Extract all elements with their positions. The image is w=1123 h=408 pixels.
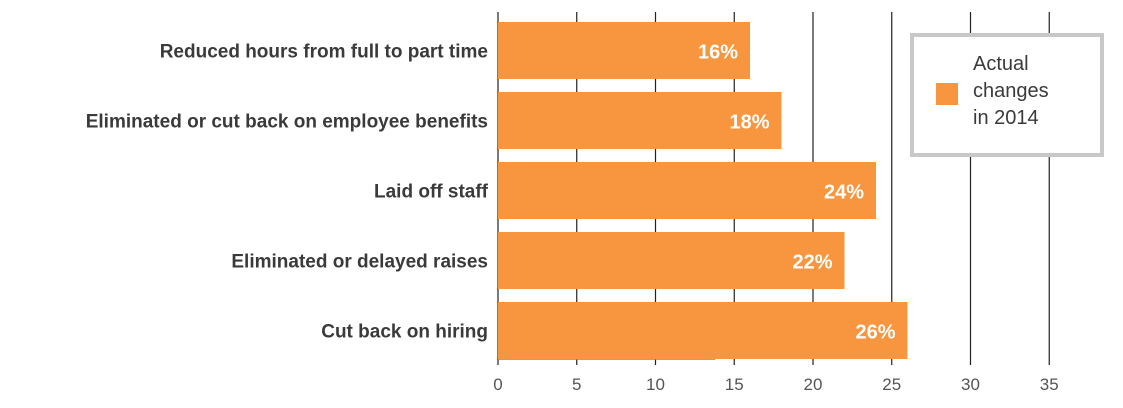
tick-label-15: 15 — [725, 375, 744, 394]
bars — [498, 22, 908, 359]
data-label-1: 16% — [698, 42, 738, 64]
category-label-2: Eliminated or cut back on employee benef… — [86, 112, 488, 133]
bar-4 — [498, 232, 845, 289]
data-label-2: 18% — [729, 112, 769, 134]
tick-label-35: 35 — [1040, 375, 1059, 394]
tick-label-20: 20 — [804, 375, 823, 394]
tick-label-0: 0 — [493, 375, 502, 394]
tick-label-30: 30 — [961, 375, 980, 394]
data-label-3: 24% — [824, 182, 864, 204]
category-label-1: Reduced hours from full to part time — [160, 42, 488, 63]
x-axis-ticks: 0 5 10 15 20 25 30 35 — [493, 375, 1058, 394]
data-labels: 16% 18% 24% 22% 26% — [698, 42, 896, 344]
data-label-5: 26% — [855, 322, 895, 344]
category-labels: Reduced hours from full to part time Elim… — [86, 42, 489, 343]
legend: Actual changes in 2014 — [910, 33, 1104, 157]
tick-label-5: 5 — [572, 375, 581, 394]
bar-3 — [498, 162, 876, 219]
legend-text-line-1: Actual — [973, 53, 1029, 75]
legend-swatch — [936, 83, 958, 105]
tick-label-25: 25 — [882, 375, 901, 394]
legend-text-line-3: in 2014 — [973, 107, 1039, 129]
category-label-3: Laid off staff — [374, 182, 489, 203]
legend-text-line-2: changes — [973, 80, 1049, 102]
category-label-5: Cut back on hiring — [321, 322, 488, 343]
tick-label-10: 10 — [646, 375, 665, 394]
bar-5 — [498, 302, 908, 359]
category-label-4: Eliminated or delayed raises — [231, 252, 488, 273]
bar-1 — [498, 22, 750, 79]
bar-2 — [498, 92, 782, 149]
data-label-4: 22% — [792, 252, 832, 274]
